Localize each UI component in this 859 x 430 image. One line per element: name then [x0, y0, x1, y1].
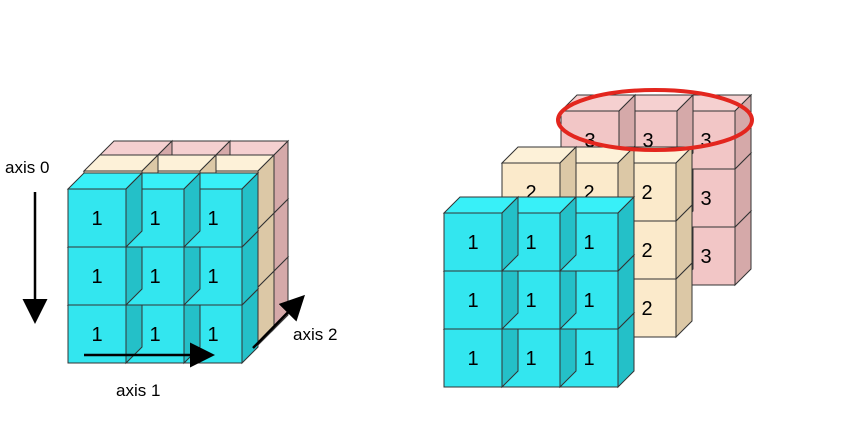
left-front-cube-r0-c2-value: 1 [207, 208, 218, 230]
left-front-cube-r2-c0-front-face [67, 304, 127, 364]
right-back-cube-r1-c2-value: 3 [700, 188, 711, 210]
left-front-cube-r0-c0: 1 [66, 171, 144, 249]
right-front-cube-r1-c2-value: 1 [583, 290, 594, 312]
left-front-cube-r1-c0-front-face [67, 246, 127, 306]
right-front-cube-r1-c1-value: 1 [525, 290, 536, 312]
left-front-cube-r0-c1-value: 1 [149, 208, 160, 230]
highlight-ellipse-icon [556, 88, 754, 152]
left-front-cube-r0-c0-value: 1 [91, 208, 102, 230]
right-back-cube-r2-c2-value: 3 [700, 246, 711, 268]
axis0-label: axis 0 [5, 158, 49, 177]
right-front-cube-r2-c0-value: 1 [467, 348, 478, 370]
left-front-cube-r2-c0-value: 1 [91, 324, 102, 346]
left-front-cube-r2-c2-value: 1 [207, 324, 218, 346]
right-front-cube-r0-c1-value: 1 [525, 232, 536, 254]
right-middle-cube-r0-c2-value: 2 [641, 182, 652, 204]
right-middle-cube-r2-c2-value: 2 [641, 298, 652, 320]
right-middle-cube-r1-c2-value: 2 [641, 240, 652, 262]
right-front-cube-r0-c0: 1 [442, 195, 520, 273]
right-front-cube-r0-c0-value: 1 [467, 232, 478, 254]
left-front-cube-r0-c0-front-face [67, 188, 127, 248]
axis1-label: axis 1 [116, 381, 160, 400]
axis2-arrow [252, 294, 305, 349]
left-front-cube-r1-c1-value: 1 [149, 266, 160, 288]
left-front-cube-r1-c2-value: 1 [207, 266, 218, 288]
right-front-cube-r0-c1: 1 [500, 195, 578, 273]
right-front-cube-r1-c0-value: 1 [467, 290, 478, 312]
right-middle-cube-r0-c0-value: 2 [525, 182, 536, 204]
right-back-cube-r0-c2-value: 3 [700, 130, 711, 152]
left-front-cube-r2-c1-value: 1 [149, 324, 160, 346]
right-front-cube-r2-c1-value: 1 [525, 348, 536, 370]
right-front-cube-r2-c0-front-face [443, 328, 503, 388]
left-stack: 1 1 1 1 1 1 1 1 1 [66, 139, 290, 365]
right-front-cube-r0-c2-value: 1 [583, 232, 594, 254]
right-front-cube-r2-c2-value: 1 [583, 348, 594, 370]
right-front-cube-r0-c0-front-face [443, 212, 503, 272]
right-middle-cube-r0-c1-value: 2 [583, 182, 594, 204]
right-back-cube-r0-c1-value: 3 [642, 130, 653, 152]
left-front-cube-r1-c0-value: 1 [91, 266, 102, 288]
axis2-label: axis 2 [293, 325, 337, 344]
